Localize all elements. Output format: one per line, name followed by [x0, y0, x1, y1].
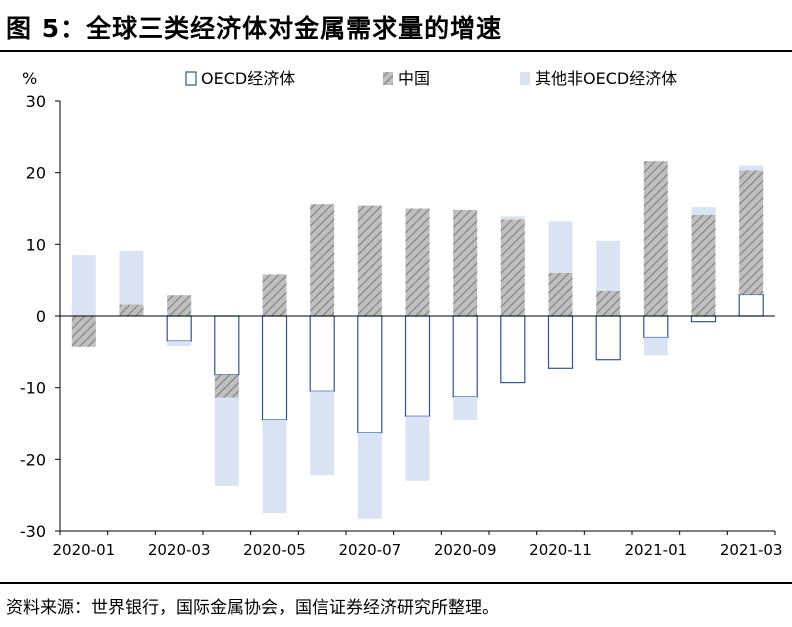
x-tick-label: 2021-03 — [720, 541, 783, 559]
bar-hatch-2020-04 — [214, 374, 239, 398]
bar-outline-2020-09 — [452, 315, 478, 398]
bar-hatch-2020-07 — [357, 205, 382, 316]
bar-hatch-2020-01 — [71, 316, 96, 347]
legend: OECD经济体 中国 其他非OECD经济体 — [185, 69, 677, 88]
y-tick-label: -10 — [20, 379, 46, 398]
bar-solid-2021-02 — [691, 207, 716, 215]
legend-swatch-hatch — [383, 72, 393, 85]
bar-outline-2020-06 — [309, 315, 335, 392]
y-tick-label: -20 — [20, 450, 46, 469]
bar-solid-2020-07 — [357, 432, 382, 519]
y-tick-label: 30 — [26, 92, 46, 111]
legend-label-outline: OECD经济体 — [201, 69, 295, 88]
bar-outline-2021-01 — [643, 315, 669, 339]
y-tick-label: 10 — [26, 235, 46, 254]
bar-solid-2020-10 — [500, 216, 525, 220]
bar-outline-2020-12 — [595, 315, 621, 361]
bar-solid-2020-06 — [310, 391, 335, 476]
bar-hatch-2020-03 — [167, 295, 192, 316]
bar-hatch-2021-03 — [739, 170, 764, 295]
y-tick-label: 0 — [36, 307, 46, 326]
title-bar: 图 5：全球三类经济体对金属需求量的增速 — [0, 0, 792, 50]
bar-hatch-2020-06 — [310, 204, 335, 316]
bar-solid-2020-02 — [119, 250, 144, 305]
bar-hatch-2021-01 — [643, 161, 668, 316]
bar-hatch-2021-02 — [691, 214, 716, 316]
bar-outline-2021-03 — [738, 293, 764, 317]
x-tick-label: 2020-11 — [529, 541, 592, 559]
x-tick-label: 2021-01 — [624, 541, 687, 559]
x-tick-label: 2020-05 — [243, 541, 306, 559]
bar-hatch-2020-11 — [548, 273, 573, 316]
bars-group — [71, 161, 764, 519]
bar-solid-2020-12 — [596, 240, 621, 291]
bar-hatch-2020-05 — [262, 274, 287, 316]
bar-solid-2021-01 — [643, 337, 668, 356]
bar-outline-2020-04 — [214, 315, 240, 376]
axes-group: -30 -20 -10 0 10 20 30% 2020-01 2020-03 2020-05 20… — [20, 69, 783, 559]
source-rule — [0, 582, 792, 584]
bar-solid-2020-03 — [167, 341, 192, 347]
bar-solid-2020-01 — [71, 255, 96, 316]
bar-hatch-2020-08 — [405, 208, 430, 316]
x-tick-label: 2020-03 — [148, 541, 211, 559]
bar-outline-2020-11 — [547, 315, 574, 369]
bar-outline-2020-03 — [166, 315, 192, 342]
legend-label-solid: 其他非OECD经济体 — [535, 69, 677, 88]
bar-outline-2020-05 — [261, 315, 288, 421]
bar-outline-2020-10 — [500, 315, 526, 384]
bar-outline-2020-08 — [404, 315, 431, 417]
bar-solid-2021-03 — [739, 165, 764, 171]
bar-solid-2020-04 — [214, 397, 239, 486]
x-tick-label: 2020-01 — [52, 541, 115, 559]
bar-solid-2020-11 — [548, 221, 573, 273]
legend-swatch-outline — [185, 71, 197, 86]
x-tick-label: 2020-09 — [434, 541, 497, 559]
bar-solid-2020-08 — [405, 416, 430, 481]
bar-hatch-2020-10 — [500, 219, 525, 317]
legend-swatch-solid — [520, 72, 530, 85]
bar-hatch-2020-12 — [596, 290, 621, 316]
legend-label-hatch: 中国 — [398, 69, 430, 88]
source-note: 资料来源：世界银行，国际金属协会，国信证券经济研究所整理。 — [6, 598, 499, 618]
title-rule — [0, 50, 792, 52]
bar-solid-2020-09 — [453, 397, 478, 420]
bar-outline-2021-02 — [690, 315, 717, 323]
y-tick-label: 20 — [26, 164, 46, 183]
bar-hatch-2020-02 — [119, 304, 144, 316]
y-tick-label: -30 — [20, 522, 46, 541]
bar-outline-2020-07 — [357, 315, 383, 434]
y-unit-label: % — [22, 69, 37, 88]
x-tick-label: 2020-07 — [338, 541, 401, 559]
bar-solid-2020-05 — [262, 419, 287, 514]
bar-chart: -30 -20 -10 0 10 20 30% 2020-01 2020-03 2020-05 20… — [20, 69, 783, 559]
bar-hatch-2020-09 — [453, 209, 478, 316]
figure-title: 图 5：全球三类经济体对金属需求量的增速 — [6, 14, 503, 43]
